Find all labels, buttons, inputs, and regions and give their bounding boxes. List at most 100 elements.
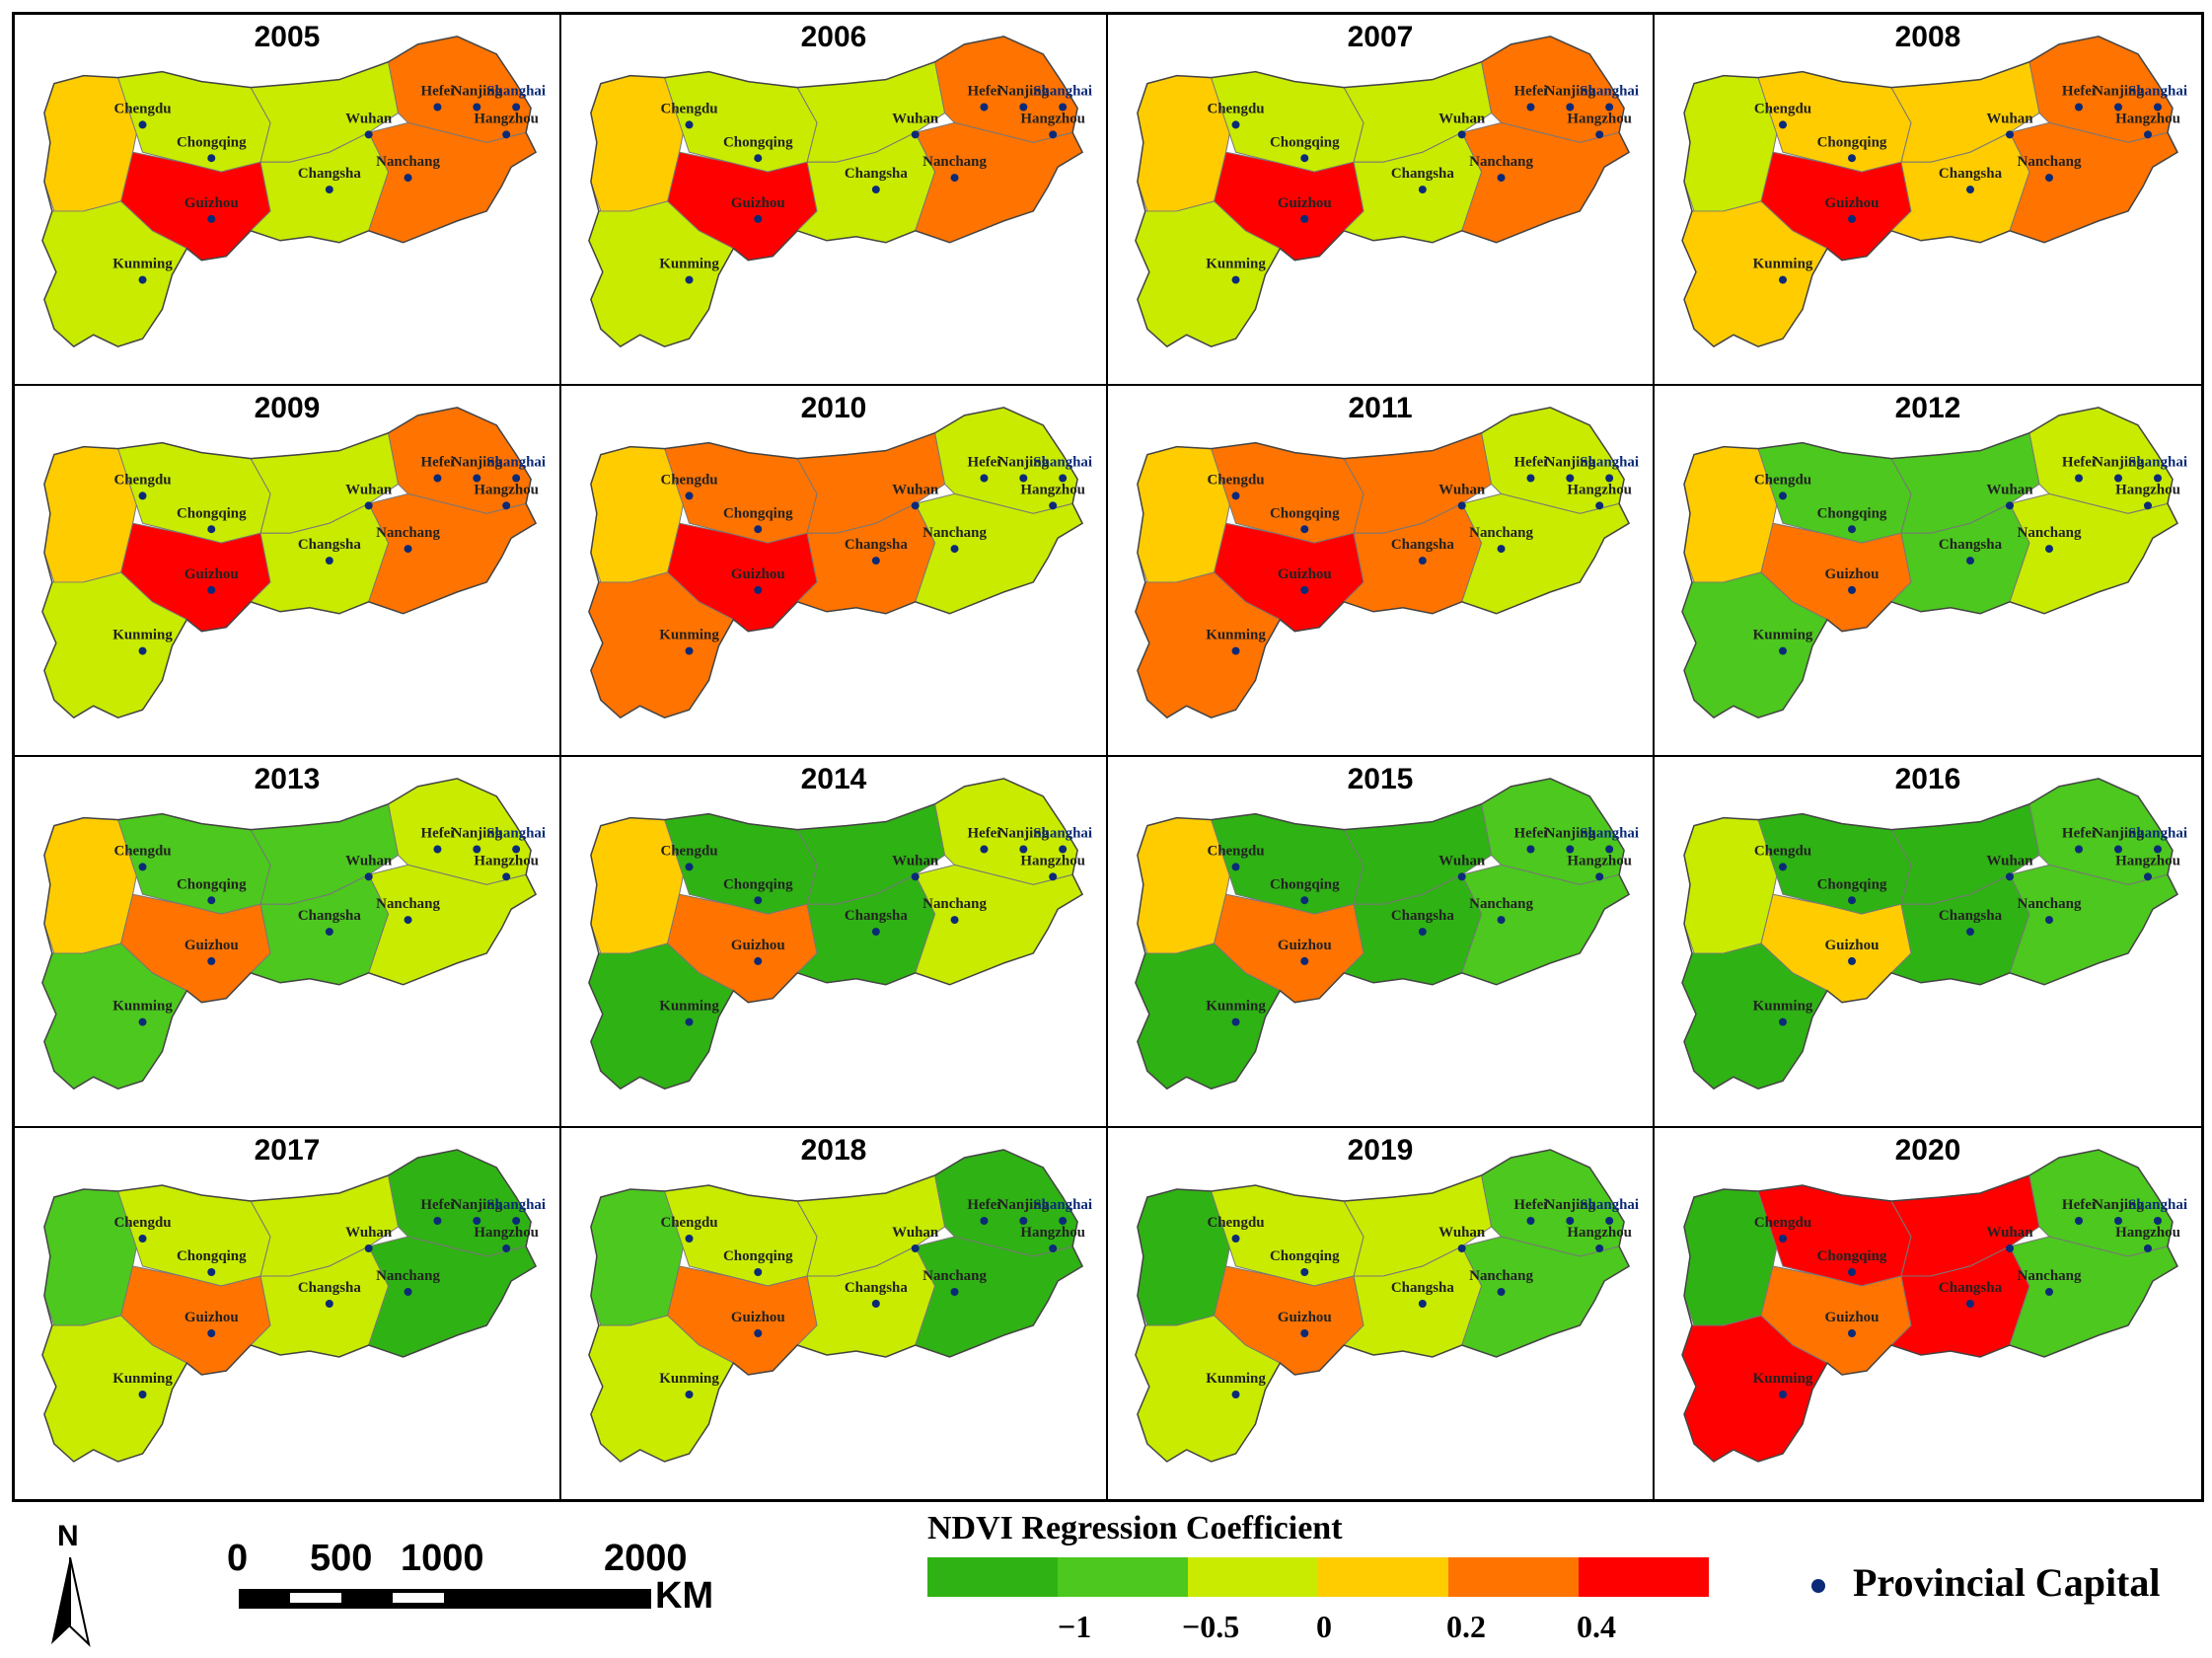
study-area-outline bbox=[1681, 1149, 2178, 1463]
city-dot-icon bbox=[138, 863, 147, 871]
city-dot-icon bbox=[1231, 1391, 1240, 1398]
year-label: 2016 bbox=[1894, 763, 1961, 795]
city-dot-icon bbox=[1779, 120, 1787, 129]
city-label-changsha: Changsha bbox=[845, 908, 908, 924]
city-dot-icon bbox=[754, 896, 763, 905]
city-dot-icon bbox=[2114, 1217, 2122, 1225]
city-label-kunming: Kunming bbox=[1206, 628, 1266, 643]
city-label-hangzhou: Hangzhou bbox=[474, 853, 539, 868]
city-dot-icon bbox=[2075, 474, 2083, 483]
city-dot-icon bbox=[685, 275, 694, 284]
city-dot-icon bbox=[1966, 557, 1974, 565]
city-dot-icon bbox=[1497, 545, 1506, 554]
city-dot-icon bbox=[754, 214, 763, 223]
city-dot-icon bbox=[980, 103, 989, 112]
city-dot-icon bbox=[2154, 103, 2162, 112]
study-area-outline bbox=[1135, 407, 1631, 719]
city-label-kunming: Kunming bbox=[659, 1371, 719, 1387]
city-dot-icon bbox=[685, 1235, 694, 1243]
city-label-chengdu: Chengdu bbox=[1207, 472, 1264, 488]
city-label-hangzhou: Hangzhou bbox=[474, 482, 539, 497]
city-label-hangzhou: Hangzhou bbox=[1020, 482, 1085, 497]
legend-area: N 0 500 1000 2000 KM NDVI Regression Coe… bbox=[0, 1502, 2212, 1658]
city-label-shanghai: Shanghai bbox=[486, 826, 546, 842]
city-label-chongqing: Chongqing bbox=[1270, 505, 1340, 521]
city-label-chongqing: Chongqing bbox=[1270, 876, 1340, 892]
city-label-nanjing: Nanjing bbox=[1545, 826, 1596, 842]
city-dot-icon bbox=[2006, 501, 2014, 510]
map-region bbox=[914, 864, 1083, 986]
provincial-capital-dot-icon bbox=[1811, 1579, 1825, 1593]
city-label-guizhou: Guizhou bbox=[1824, 195, 1879, 211]
city-dot-icon bbox=[1595, 130, 1604, 139]
city-label-chongqing: Chongqing bbox=[177, 1248, 247, 1264]
city-label-nanjing: Nanjing bbox=[452, 84, 503, 100]
city-dot-icon bbox=[685, 1391, 694, 1398]
city-label-shanghai: Shanghai bbox=[486, 1197, 546, 1213]
city-dot-icon bbox=[685, 646, 694, 655]
city-label-hefei: Hefei bbox=[2062, 1197, 2096, 1213]
map-region bbox=[1460, 864, 1630, 986]
city-label-hangzhou: Hangzhou bbox=[2115, 111, 2180, 126]
map-region bbox=[367, 1236, 537, 1358]
city-label-wuhan: Wuhan bbox=[345, 1225, 393, 1241]
city-label-chongqing: Chongqing bbox=[177, 134, 247, 150]
city-label-nanchang: Nanchang bbox=[2017, 896, 2082, 912]
city-dot-icon bbox=[1526, 103, 1535, 112]
city-label-chengdu: Chengdu bbox=[113, 472, 171, 488]
city-dot-icon bbox=[502, 1244, 511, 1252]
city-label-hangzhou: Hangzhou bbox=[474, 1225, 539, 1241]
city-dot-icon bbox=[207, 154, 216, 163]
city-label-wuhan: Wuhan bbox=[345, 482, 393, 497]
city-label-shanghai: Shanghai bbox=[2128, 1197, 2187, 1213]
city-label-hangzhou: Hangzhou bbox=[1567, 1225, 1632, 1241]
city-label-wuhan: Wuhan bbox=[892, 853, 939, 868]
region-map: Chengdu Chongqing Wuhan HefeiNanjingShangha… bbox=[41, 407, 546, 719]
city-dot-icon bbox=[512, 103, 521, 112]
city-dot-icon bbox=[502, 872, 511, 881]
year-label: 2008 bbox=[1894, 21, 1961, 53]
legend-tick-02: 0.2 bbox=[1446, 1609, 1486, 1644]
city-label-chengdu: Chengdu bbox=[1754, 473, 1811, 489]
city-dot-icon bbox=[473, 103, 481, 112]
city-dot-icon bbox=[502, 501, 511, 510]
city-dot-icon bbox=[950, 545, 959, 554]
city-label-shanghai: Shanghai bbox=[2128, 84, 2187, 100]
city-dot-icon bbox=[1779, 863, 1787, 871]
map-region bbox=[367, 492, 537, 615]
study-area-outline bbox=[41, 36, 538, 348]
city-dot-icon bbox=[1779, 1235, 1787, 1243]
city-dot-icon bbox=[1231, 491, 1240, 500]
city-label-chongqing: Chongqing bbox=[177, 505, 247, 521]
city-label-chongqing: Chongqing bbox=[723, 134, 793, 150]
city-dot-icon bbox=[1966, 928, 1974, 937]
map-panel-2017: Chengdu Chongqing Wuhan Hefei Nanjing Shangha… bbox=[15, 1128, 561, 1499]
city-dot-icon bbox=[1497, 1288, 1506, 1296]
city-dot-icon bbox=[1848, 214, 1856, 223]
city-label-chengdu: Chengdu bbox=[1754, 1215, 1811, 1231]
region-map: Chengdu Chongqing Wuhan HefeiNanjingShangha… bbox=[1135, 1149, 1639, 1463]
city-label-kunming: Kunming bbox=[112, 1371, 173, 1387]
legend-color-box bbox=[1058, 1557, 1188, 1597]
city-dot-icon bbox=[1566, 474, 1575, 483]
city-dot-icon bbox=[325, 1300, 333, 1308]
region-map: Chengdu Chongqing Wuhan HefeiNanjingShangha… bbox=[1135, 778, 1639, 1091]
map-grid: Chengdu Chongqing Wuhan Hefei Nanjing Shangha… bbox=[12, 12, 2204, 1502]
city-label-chongqing: Chongqing bbox=[1817, 134, 1887, 150]
map-panel-2009: Chengdu Chongqing Wuhan Hefei Nanjing Shangha… bbox=[15, 386, 561, 757]
city-label-chongqing: Chongqing bbox=[1817, 1248, 1887, 1264]
city-label-shanghai: Shanghai bbox=[2128, 826, 2187, 842]
city-dot-icon bbox=[207, 525, 216, 534]
study-area-outline bbox=[41, 778, 538, 1091]
city-dot-icon bbox=[138, 120, 147, 129]
city-dot-icon bbox=[950, 916, 959, 925]
city-label-shanghai: Shanghai bbox=[1033, 84, 1092, 100]
city-dot-icon bbox=[138, 1391, 147, 1398]
scale-label-2000: 2000 bbox=[604, 1538, 688, 1579]
region-map: Chengdu Chongqing Wuhan HefeiNanjingShangha… bbox=[1681, 778, 2187, 1091]
region-map: Chengdu Chongqing Wuhan HefeiNanjingShangha… bbox=[1681, 407, 2187, 719]
region-map: Chengdu Chongqing Wuhan HefeiNanjingShangha… bbox=[41, 778, 546, 1091]
city-dot-icon bbox=[1231, 1017, 1240, 1026]
year-label: 2012 bbox=[1894, 392, 1961, 424]
city-label-guizhou: Guizhou bbox=[1278, 1310, 1332, 1325]
